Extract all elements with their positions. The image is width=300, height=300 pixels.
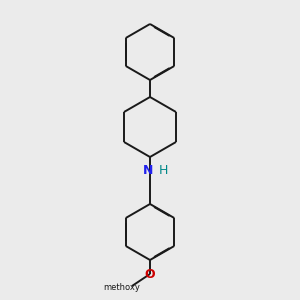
Text: methoxy: methoxy xyxy=(103,283,140,292)
Text: H: H xyxy=(158,164,168,176)
Text: O: O xyxy=(145,268,155,281)
Text: N: N xyxy=(143,164,153,178)
